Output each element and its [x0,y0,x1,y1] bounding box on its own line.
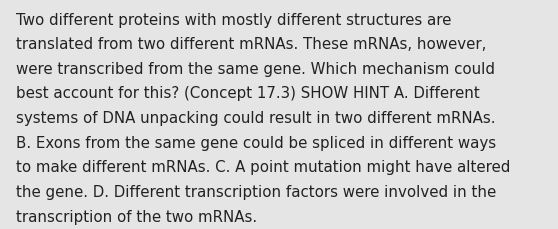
Text: B. Exons from the same gene could be spliced in different ways: B. Exons from the same gene could be spl… [16,135,496,150]
Text: transcription of the two mRNAs.: transcription of the two mRNAs. [16,209,257,224]
Text: Two different proteins with mostly different structures are: Two different proteins with mostly diffe… [16,13,451,27]
Text: best account for this? (Concept 17.3) SHOW HINT A. Different: best account for this? (Concept 17.3) SH… [16,86,479,101]
Text: were transcribed from the same gene. Which mechanism could: were transcribed from the same gene. Whi… [16,62,494,76]
Text: translated from two different mRNAs. These mRNAs, however,: translated from two different mRNAs. The… [16,37,486,52]
Text: systems of DNA unpacking could result in two different mRNAs.: systems of DNA unpacking could result in… [16,111,495,125]
Text: to make different mRNAs. C. A point mutation might have altered: to make different mRNAs. C. A point muta… [16,160,510,174]
Text: the gene. D. Different transcription factors were involved in the: the gene. D. Different transcription fac… [16,184,496,199]
